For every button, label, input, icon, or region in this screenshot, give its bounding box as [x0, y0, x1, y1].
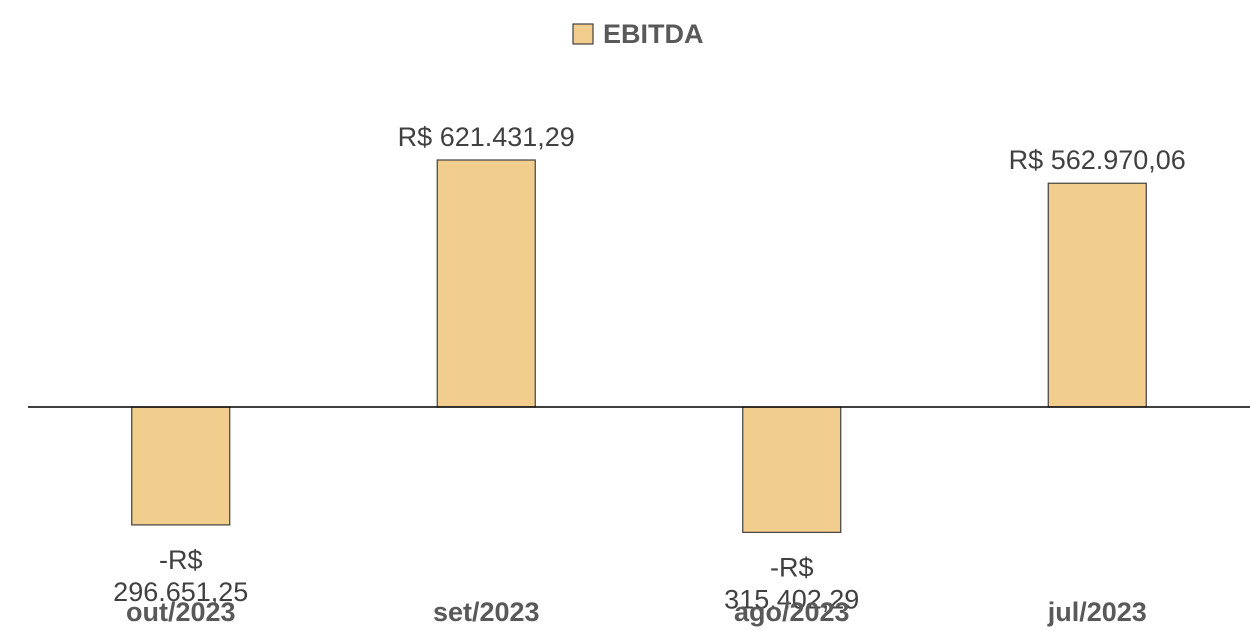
legend-label-ebitda: EBITDA — [603, 19, 704, 49]
x-tick-label-ago-2023: ago/2023 — [734, 597, 850, 627]
x-tick-label-set-2023: set/2023 — [433, 597, 540, 627]
data-label-out-2023: -R$ 296.651,25 — [113, 545, 248, 607]
data-label-set-2023: R$ 621.431,29 — [398, 122, 575, 152]
bar-out-2023 — [131, 406, 231, 526]
bars-group — [131, 159, 1147, 533]
bar-jul-2023 — [1047, 182, 1147, 408]
chart-legend: EBITDA — [572, 19, 704, 49]
data-label-ago-2023: -R$ 315.402,29 — [724, 552, 859, 614]
data-label-jul-2023: R$ 562.970,06 — [1009, 145, 1186, 175]
bar-set-2023 — [436, 159, 536, 408]
x-tick-label-jul-2023: jul/2023 — [1047, 597, 1147, 627]
x-tick-label-out-2023: out/2023 — [126, 597, 236, 627]
bar-ago-2023 — [742, 406, 842, 533]
legend-swatch — [572, 23, 594, 45]
x-tick-labels-group: out/2023 set/2023 ago/2023 jul/2023 — [126, 597, 1147, 627]
data-labels-group: -R$ 296.651,25 R$ 621.431,29 -R$ 315.402,29 R… — [113, 122, 1186, 614]
